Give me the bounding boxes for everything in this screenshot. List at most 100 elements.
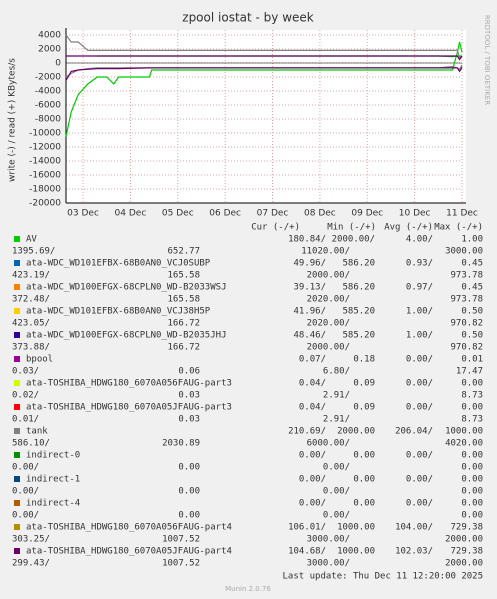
legend-stat: 0.02/ <box>12 391 39 401</box>
legend-stat: 0.00 <box>461 475 483 485</box>
legend-stat: 373.88/ <box>12 343 50 353</box>
legend-stat: 0.00/ <box>406 499 433 509</box>
legend-label: ata-TOSHIBA_HDWG180_6070A05JFAUG-part3 <box>26 403 232 413</box>
legend-stat: 0.00/ <box>323 463 350 473</box>
legend-label: indirect-4 <box>26 499 80 509</box>
legend-swatch <box>14 500 20 506</box>
legend-stat: 0.00/ <box>12 487 39 497</box>
y-tick-label: -20000 <box>29 199 61 209</box>
legend-stat: 3000.00 <box>445 247 483 257</box>
y-tick-label: -10000 <box>29 129 61 139</box>
legend-stat: 1.00/ <box>406 331 433 341</box>
legend-header: Min (-/+) <box>327 223 376 233</box>
legend-stat: 0.04/ <box>299 403 326 413</box>
legend-stat: 586.10/ <box>12 439 50 449</box>
y-tick-label: 0 <box>55 59 61 69</box>
legend-swatch <box>14 452 20 458</box>
legend-stat: 1000.00 <box>445 427 483 437</box>
series-line <box>66 55 463 61</box>
legend-swatch <box>14 308 20 314</box>
legend-stat: 11020.00/ <box>301 247 350 257</box>
x-tick-label: 03 Dec <box>67 209 99 219</box>
legend-stat: 585.20 <box>342 307 375 317</box>
plot-area <box>66 30 466 203</box>
legend-stat: 104.00/ <box>395 523 433 533</box>
legend-stat: 1007.52 <box>162 535 200 545</box>
legend-header: Cur (-/+) <box>251 223 300 233</box>
legend-stat: 8.73 <box>461 391 483 401</box>
legend-stat: 372.48/ <box>12 295 50 305</box>
legend-stat: 585.20 <box>342 331 375 341</box>
legend-stat: 0.00/ <box>406 451 433 461</box>
legend-stat: 0.00 <box>461 511 483 521</box>
legend-swatch <box>14 332 20 338</box>
legend-stat: 0.45 <box>461 259 483 269</box>
legend-stat: 729.38 <box>450 547 483 557</box>
legend-stat: 180.84/ <box>288 235 326 245</box>
legend-stat: 4.00/ <box>406 235 433 245</box>
legend-swatch <box>14 284 20 290</box>
legend-stat: 166.72 <box>167 343 200 353</box>
series-line <box>65 66 463 81</box>
legend-stat: 1.00/ <box>406 307 433 317</box>
legend-stat: 0.93/ <box>406 259 433 269</box>
y-tick-label: -16000 <box>29 171 61 181</box>
legend-stat: 0.00/ <box>12 511 39 521</box>
legend-label: ata-WDC_WD101EFBX-68B0AN0_VCJ38H5P <box>26 307 211 317</box>
legend-stat: 0.45 <box>461 283 483 293</box>
legend-stat: 0.00 <box>178 487 200 497</box>
y-tick-label: -2000 <box>35 73 61 83</box>
legend-stat: 1395.69/ <box>12 247 55 257</box>
legend-stat: 0.00 <box>178 511 200 521</box>
legend-swatch <box>14 428 20 434</box>
legend-stat: 0.00 <box>461 487 483 497</box>
y-axis-label: write (-) / read (+) KBytes/s <box>8 58 18 182</box>
y-tick-label: -18000 <box>29 185 61 195</box>
legend-stat: 3000.00/ <box>307 535 350 545</box>
series-line <box>65 41 463 137</box>
legend-swatch <box>14 524 20 530</box>
legend-stat: 1007.52 <box>162 559 200 569</box>
legend-stat: 729.38 <box>450 523 483 533</box>
legend-swatch <box>14 236 20 242</box>
legend-stat: 1000.00 <box>337 547 375 557</box>
legend-stat: 2000.00 <box>337 427 375 437</box>
legend-label: tank <box>26 427 48 437</box>
legend-label: ata-TOSHIBA_HDWG180_6070A056FAUG-part4 <box>26 523 232 533</box>
legend-stat: 2.91/ <box>323 391 350 401</box>
legend-stat: 4020.00 <box>445 439 483 449</box>
legend-label: ata-WDC_WD101EFBX-68B0AN0_VCJ0SUBP <box>26 259 211 269</box>
legend-stat: 0.00/ <box>299 475 326 485</box>
legend-stat: 0.00/ <box>323 487 350 497</box>
x-tick-label: 09 Dec <box>351 209 383 219</box>
x-tick-label: 05 Dec <box>162 209 194 219</box>
y-tick-label: -12000 <box>29 143 61 153</box>
legend-stat: 48.46/ <box>293 331 326 341</box>
y-tick-label: 2000 <box>38 45 61 55</box>
legend-stat: 0.09 <box>353 379 375 389</box>
legend-stat: 0.50 <box>461 331 483 341</box>
legend-stat: 0.03 <box>178 391 200 401</box>
legend-stat: 423.19/ <box>12 271 50 281</box>
watermark: RRDTOOL / TOBI OETIKER <box>483 15 491 105</box>
legend-stat: 49.96/ <box>293 259 326 269</box>
legend-stat: 652.77 <box>167 247 200 257</box>
legend-stat: 106.01/ <box>288 523 326 533</box>
legend-stat: 1000.00 <box>337 523 375 533</box>
legend-stat: 0.09 <box>353 403 375 413</box>
legend-stat: 0.00/ <box>299 451 326 461</box>
legend-stat: 970.82 <box>450 319 483 329</box>
legend-label: ata-WDC_WD100EFGX-68CPLN0_WD-B2035JHJ <box>26 331 226 341</box>
legend-stat: 8.73 <box>461 415 483 425</box>
legend-stat: 0.03 <box>178 415 200 425</box>
legend-stat: 41.96/ <box>293 307 326 317</box>
legend-stat: 6000.00/ <box>307 439 350 449</box>
legend-stat: 0.00 <box>178 463 200 473</box>
legend-swatch <box>14 380 20 386</box>
legend-stat: 1.00 <box>461 235 483 245</box>
legend-stat: 6.80/ <box>323 367 350 377</box>
legend-stat: 586.20 <box>342 259 375 269</box>
legend-stat: 973.78 <box>450 271 483 281</box>
x-tick-label: 06 Dec <box>209 209 241 219</box>
